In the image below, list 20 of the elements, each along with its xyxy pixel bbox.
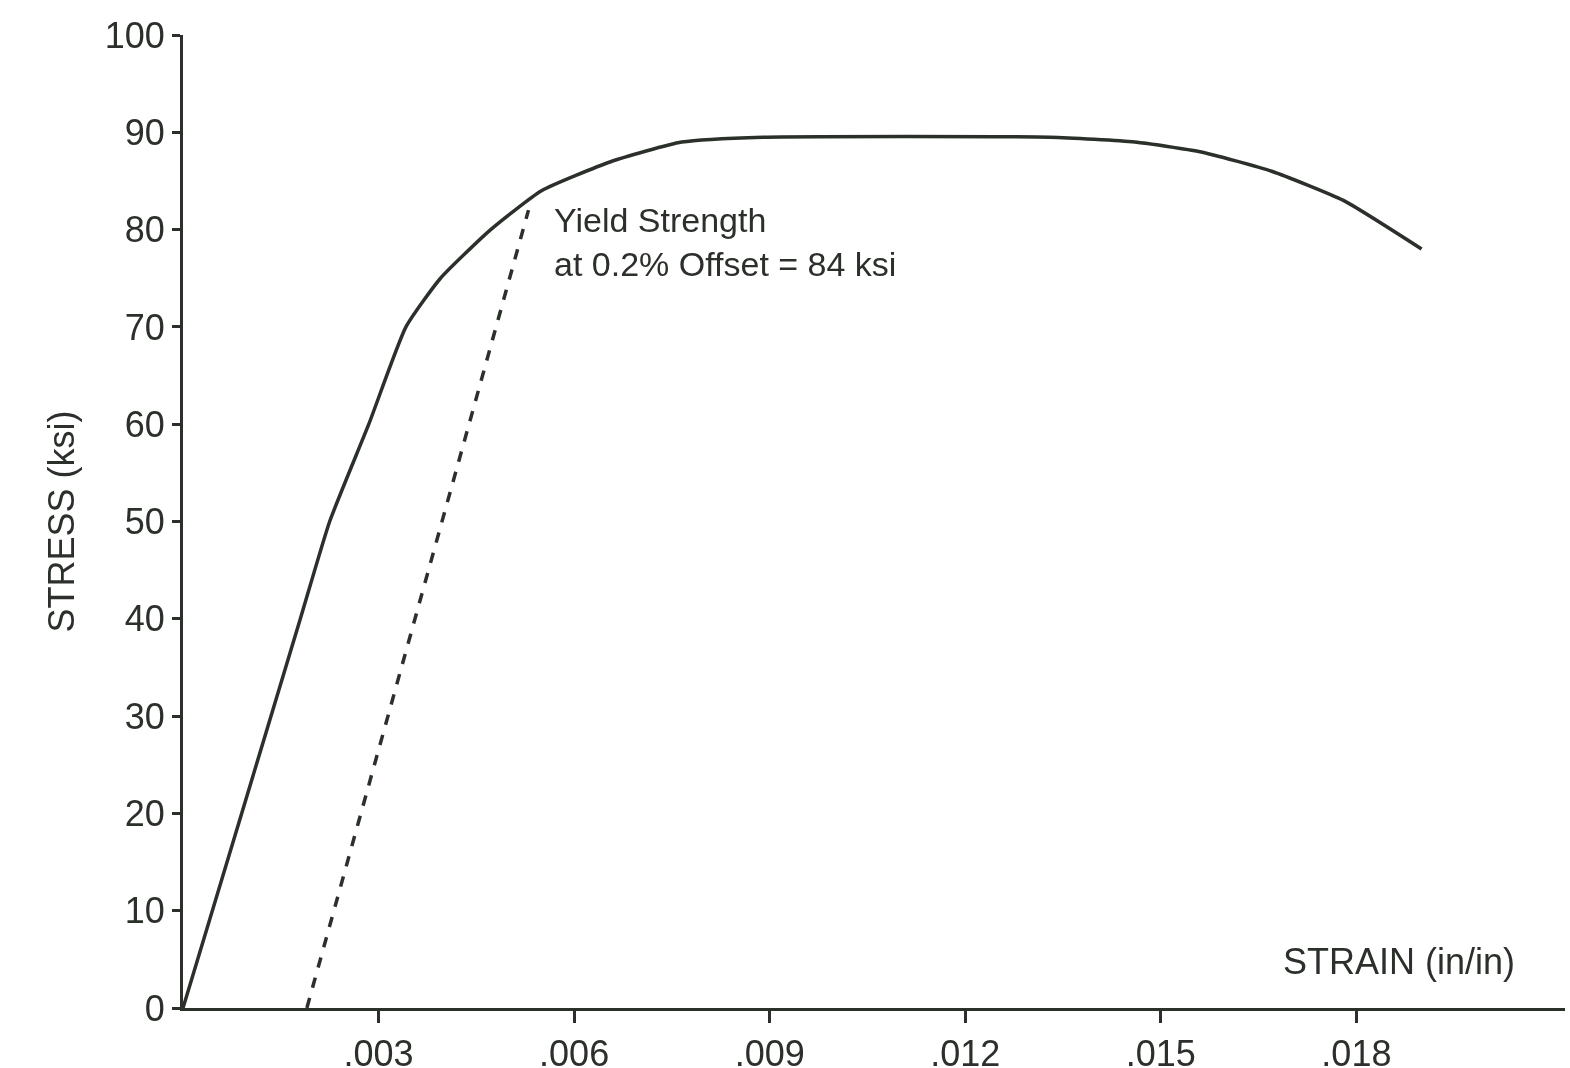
y-tick-label: 10 xyxy=(124,890,165,932)
x-tick-label: .003 xyxy=(343,1033,414,1068)
x-tick-label: .015 xyxy=(1125,1033,1196,1068)
y-tick-label: 40 xyxy=(124,598,165,640)
x-tick-label: .018 xyxy=(1321,1033,1392,1068)
x-axis-title: STRAIN (in/in) xyxy=(1283,941,1516,982)
y-tick-label: 80 xyxy=(124,209,165,251)
y-tick-label: 90 xyxy=(124,111,165,153)
y-axis-title: STRESS (ksi) xyxy=(40,410,82,633)
annotation: Yield Strength at 0.2% Offset = 84 ksi xyxy=(554,201,897,284)
x-tick-label: .006 xyxy=(539,1033,610,1068)
y-tick-label: 70 xyxy=(124,306,165,348)
x-tick-label: .009 xyxy=(734,1033,805,1068)
y-tick-label: 20 xyxy=(124,793,165,834)
y-tick-label: 60 xyxy=(124,403,165,445)
y-tick-label: 0 xyxy=(144,987,165,1029)
y-tick-label: 100 xyxy=(104,14,165,56)
x-tick-label: .012 xyxy=(930,1033,1001,1068)
y-tick-label: 50 xyxy=(124,501,165,543)
y-tick-label: 30 xyxy=(124,695,165,737)
